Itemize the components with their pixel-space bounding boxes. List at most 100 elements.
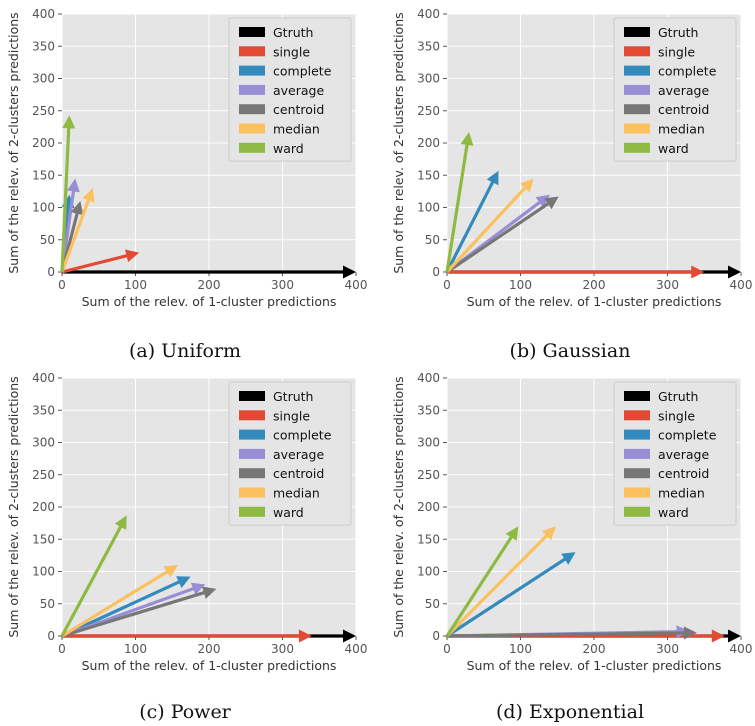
y-tick-label: 100: [417, 201, 440, 215]
y-tick-label: 100: [417, 565, 440, 579]
y-tick-label: 0: [432, 629, 440, 643]
legend-label-centroid: centroid: [273, 102, 324, 117]
chart-panel-1: 0 100 200 300 400 0 50 100 150 200 250 300 350 400 Sum…: [6, 7, 367, 362]
arrow-centroid: [60, 201, 84, 273]
legend-label-median: median: [273, 122, 320, 137]
x-axis-label: Sum of the relev. of 1-cluster predictio…: [467, 658, 722, 673]
legend-label-Gtruth: Gtruth: [273, 25, 313, 40]
x-tick-label: 300: [271, 642, 294, 656]
x-tick-label: 300: [656, 278, 679, 292]
x-axis-label: Sum of the relev. of 1-cluster predictio…: [467, 294, 722, 309]
arrow-median: [60, 188, 95, 273]
y-tick-label: 50: [425, 597, 440, 611]
arrow-median: [61, 565, 179, 638]
y-tick-label: 100: [32, 565, 55, 579]
arrow-single: [447, 265, 705, 279]
legend-swatch-average: [624, 448, 650, 459]
legend-label-Gtruth: Gtruth: [658, 25, 698, 40]
chart-panel-2: 0 100 200 300 400 0 50 100 150 200 250 300 350 400 Sum…: [391, 7, 752, 362]
legend-label-average: average: [273, 83, 324, 98]
x-tick-label: 400: [730, 642, 753, 656]
y-tick-label: 350: [32, 39, 55, 53]
arrow-median: [445, 526, 556, 638]
y-tick-label: 150: [417, 532, 440, 546]
arrow-Gtruth: [62, 265, 356, 279]
legend-swatch-complete: [239, 429, 265, 440]
arrow-ward: [445, 132, 474, 273]
legend-swatch-median: [239, 487, 265, 498]
y-tick-label: 250: [32, 104, 55, 118]
x-tick-label: 300: [271, 278, 294, 292]
y-tick-label: 50: [40, 233, 55, 247]
legend-swatch-Gtruth: [239, 391, 265, 401]
legend-swatch-centroid: [624, 468, 650, 479]
legend-label-ward: ward: [658, 505, 689, 520]
x-tick-label: 200: [583, 642, 606, 656]
subfigure-caption: (c) Power: [139, 701, 231, 723]
x-tick-label: 100: [509, 642, 532, 656]
arrow-ward: [445, 526, 519, 637]
y-tick-label: 300: [417, 436, 440, 450]
legend-label-Gtruth: Gtruth: [658, 389, 698, 404]
legend-swatch-average: [239, 84, 265, 95]
arrow-centroid: [61, 586, 217, 638]
legend-swatch-Gtruth: [624, 391, 650, 401]
legend-swatch-single: [239, 410, 265, 421]
y-axis-label: Sum of the relev. of 2-clusters predicti…: [391, 376, 406, 637]
legend-label-Gtruth: Gtruth: [273, 389, 313, 404]
x-tick-label: 200: [583, 278, 606, 292]
y-axis-label: Sum of the relev. of 2-clusters predicti…: [391, 12, 406, 273]
legend-swatch-complete: [239, 65, 265, 76]
y-tick-label: 0: [47, 629, 55, 643]
legend-swatch-complete: [624, 429, 650, 440]
y-tick-label: 200: [32, 136, 55, 150]
subfigure-caption: (a) Uniform: [129, 340, 241, 362]
y-tick-label: 50: [40, 597, 55, 611]
arrow-complete: [445, 170, 499, 273]
legend-label-centroid: centroid: [658, 102, 709, 117]
legend-label-single: single: [273, 408, 310, 423]
arrow-average: [60, 178, 80, 273]
legend-label-ward: ward: [658, 141, 689, 156]
arrow-single: [61, 249, 140, 274]
x-tick-label: 200: [198, 278, 221, 292]
y-tick-label: 50: [425, 233, 440, 247]
legend-swatch-Gtruth: [624, 27, 650, 37]
x-tick-label: 0: [58, 278, 66, 292]
x-tick-label: 0: [58, 642, 66, 656]
legend-label-single: single: [273, 44, 310, 59]
legend-swatch-ward: [239, 142, 265, 153]
arrow-complete: [61, 576, 191, 638]
arrow-single: [447, 629, 725, 643]
legend-swatch-single: [624, 46, 650, 57]
x-tick-label: 300: [656, 642, 679, 656]
legend-swatch-single: [624, 410, 650, 421]
y-tick-label: 200: [417, 500, 440, 514]
legend-label-complete: complete: [273, 428, 332, 443]
y-tick-label: 200: [417, 136, 440, 150]
arrow-centroid: [446, 626, 697, 640]
x-tick-label: 100: [124, 278, 147, 292]
arrow-complete: [446, 552, 576, 638]
y-tick-label: 250: [32, 468, 55, 482]
y-tick-label: 150: [417, 168, 440, 182]
legend-swatch-single: [239, 46, 265, 57]
legend-swatch-centroid: [239, 468, 265, 479]
x-tick-label: 400: [345, 642, 368, 656]
legend-swatch-ward: [624, 506, 650, 517]
legend-swatch-centroid: [624, 104, 650, 115]
y-tick-label: 100: [32, 201, 55, 215]
y-tick-label: 250: [417, 104, 440, 118]
legend-swatch-median: [624, 487, 650, 498]
y-tick-label: 0: [432, 265, 440, 279]
legend-swatch-median: [239, 123, 265, 134]
chart-panel-3: 0 100 200 300 400 0 50 100 150 200 250 300 350 400 Sum…: [6, 371, 367, 723]
x-tick-label: 0: [443, 278, 451, 292]
arrow-centroid: [446, 196, 559, 274]
x-tick-label: 400: [730, 278, 753, 292]
y-tick-label: 0: [47, 265, 55, 279]
y-tick-label: 250: [417, 468, 440, 482]
y-tick-label: 300: [417, 72, 440, 86]
subfigure-caption: (d) Exponential: [496, 701, 644, 723]
